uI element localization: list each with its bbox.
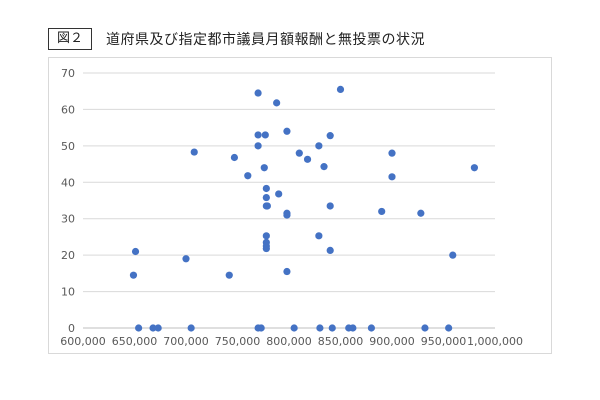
data-point [349,324,357,332]
data-point [129,271,138,279]
data-point [244,172,252,180]
data-point [320,163,328,171]
x-tick-label: 650,000 [112,335,158,348]
data-point [260,164,268,172]
data-point [257,324,265,332]
data-point [182,255,190,263]
data-point [283,127,291,135]
y-tick-label: 20 [61,249,75,262]
data-point [154,324,162,332]
data-point [263,202,271,210]
data-point [328,324,336,332]
x-tick-label: 800,000 [266,335,312,348]
y-tick-label: 70 [61,67,75,80]
data-point [326,246,334,255]
data-point [367,324,375,332]
x-tick-label: 1,000,000 [467,335,523,348]
data-point [326,202,334,210]
data-point [190,148,198,156]
x-tick-label: 950,000 [421,335,467,348]
data-point [262,232,270,240]
data-point [135,324,143,332]
data-point [378,207,386,216]
data-point [187,324,195,332]
data-point [283,211,291,219]
data-point [275,190,283,198]
x-tick-label: 900,000 [369,335,415,348]
data-point [262,244,270,253]
data-point [262,193,270,202]
data-point [254,131,262,139]
chart-frame [48,57,552,354]
data-point [283,267,291,276]
data-point [225,271,233,279]
data-point [262,184,270,193]
data-point [316,324,324,332]
data-point [417,209,425,217]
data-point [290,324,298,332]
y-tick-label: 50 [61,140,75,153]
y-tick-label: 40 [61,176,75,189]
data-point [303,155,312,163]
figure-header: 図２ 道府県及び指定都市議員月額報酬と無投票の状況 [48,27,425,51]
figure-title: 道府県及び指定都市議員月額報酬と無投票の状況 [106,32,426,48]
data-point [470,164,478,172]
data-point [445,324,453,332]
data-point [273,99,281,107]
grid-lines [83,72,495,293]
data-point [421,324,429,332]
data-points [129,85,478,332]
data-point [315,142,323,150]
data-point [149,324,157,332]
data-point [326,132,334,140]
data-point [131,247,140,256]
data-point [449,251,457,259]
data-point [254,89,262,97]
data-point [295,149,303,157]
data-point [230,153,239,162]
data-point [388,173,396,181]
y-tick-label: 0 [68,322,75,335]
figure-label: 図２ [48,28,93,50]
y-tick-label: 30 [61,213,75,226]
data-point [336,85,345,93]
data-point [254,142,262,150]
data-point [261,131,269,139]
y-tick-label: 60 [61,103,75,116]
x-tick-label: 600,000 [60,335,106,348]
y-tick-label: 10 [61,286,75,299]
x-tick-label: 750,000 [215,335,261,348]
x-tick-label: 700,000 [163,335,209,348]
data-point [315,232,323,240]
x-tick-label: 850,000 [318,335,364,348]
data-point [388,149,396,157]
